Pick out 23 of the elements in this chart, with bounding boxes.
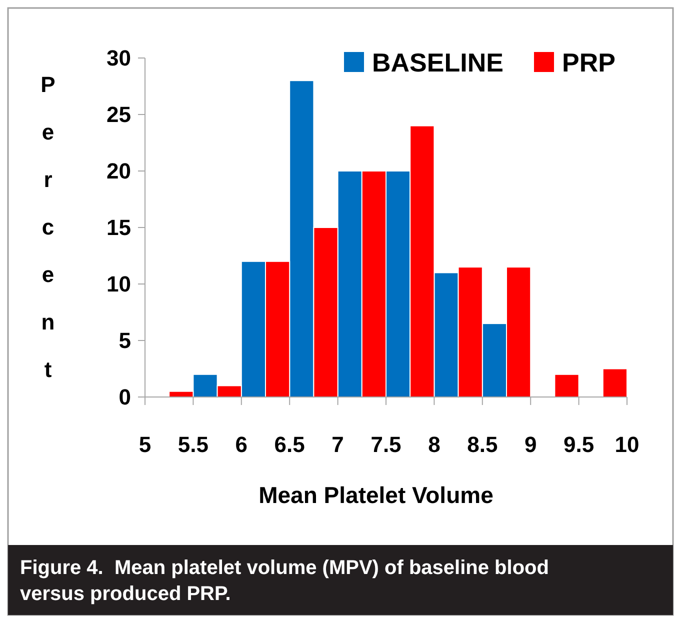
y-tick-label: 30: [106, 46, 131, 71]
y-axis-title: Percent: [40, 72, 56, 382]
y-tick-label: 5: [118, 328, 131, 354]
x-tick-label: 6.5: [274, 432, 305, 457]
caption: Figure 4. Mean platelet volume (MPV) of baseline blood versus produced PRP.: [20, 557, 549, 605]
x-tick-label: 8.5: [467, 432, 498, 457]
x-tick-label: 5.5: [178, 432, 208, 457]
x-tick-label: 6: [235, 432, 248, 457]
x-tick-label: 7: [332, 432, 344, 457]
y-tick-label: 25: [106, 102, 131, 128]
x-tick-label: 9.5: [564, 432, 594, 457]
x-axis-title: Mean Platelet Volume: [258, 482, 494, 508]
x-tick-label: 5: [138, 432, 152, 457]
y-tick-label: 10: [106, 272, 131, 297]
y-tick-label: 20: [106, 158, 131, 184]
legend-label: PRP: [562, 47, 616, 78]
x-tick-label: 8: [428, 432, 440, 457]
x-tick-label: 9: [524, 432, 537, 457]
legend-label: BASELINE: [372, 47, 504, 78]
x-tick-label: 10: [614, 432, 640, 457]
y-tick-label: 15: [106, 215, 131, 240]
y-tick-label: 0: [118, 384, 131, 410]
x-tick-label: 7.5: [370, 432, 402, 457]
